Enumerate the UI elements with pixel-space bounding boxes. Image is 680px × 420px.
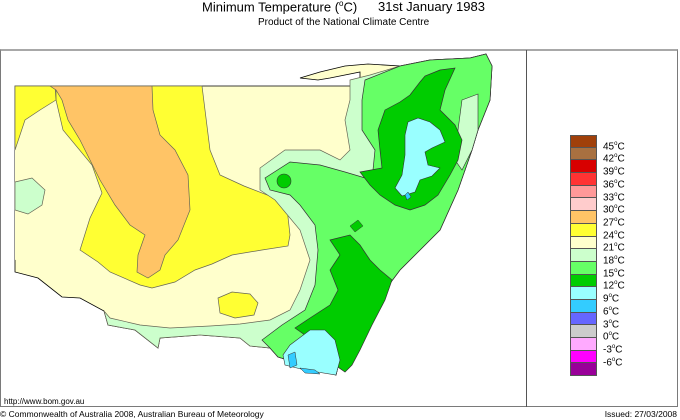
legend-swatch bbox=[570, 299, 597, 313]
legend-swatches bbox=[570, 135, 597, 377]
legend-swatch bbox=[570, 236, 597, 250]
map-subtitle: Product of the National Climate Centre bbox=[258, 17, 430, 28]
legend-label: 9oC bbox=[603, 293, 620, 305]
legend-label: 42oC bbox=[603, 153, 625, 165]
legend-swatch bbox=[570, 338, 597, 351]
issued-date: Issued: 27/03/2008 bbox=[604, 409, 677, 419]
legend-label: 33oC bbox=[603, 191, 625, 203]
legend-label: 12oC bbox=[603, 280, 625, 292]
legend-label: 30oC bbox=[603, 204, 625, 216]
legend-label: 6oC bbox=[603, 305, 620, 318]
legend-swatch bbox=[570, 147, 597, 161]
legend-swatch bbox=[570, 287, 597, 300]
legend-label: -6oC bbox=[603, 356, 623, 368]
legend-swatch bbox=[570, 223, 597, 237]
legend-label: 45oC bbox=[603, 140, 625, 153]
legend-swatch bbox=[570, 198, 597, 212]
legend-swatch bbox=[570, 185, 597, 199]
legend-swatch bbox=[570, 211, 597, 224]
legend-label: 0oC bbox=[603, 331, 620, 343]
legend-swatch bbox=[570, 274, 597, 288]
legend-label: 3oC bbox=[603, 318, 620, 330]
legend-swatch bbox=[570, 135, 597, 148]
map-title: Minimum Temperature (oC) 31st January 19… bbox=[0, 0, 680, 14]
source-url[interactable]: http://www.bom.gov.au bbox=[4, 397, 85, 406]
title-text: Minimum Temperature (oC) bbox=[202, 0, 358, 15]
legend-label: 39oC bbox=[603, 166, 625, 178]
map-frame bbox=[0, 49, 678, 407]
temperature-map bbox=[14, 53, 493, 376]
legend-swatch bbox=[570, 350, 597, 364]
legend-swatch bbox=[570, 325, 597, 338]
legend-swatch bbox=[570, 160, 597, 174]
legend-label: 27oC bbox=[603, 216, 625, 229]
legend-label: 24oC bbox=[603, 229, 625, 241]
legend-label: 36oC bbox=[603, 178, 625, 191]
legend-label: 21oC bbox=[603, 242, 625, 254]
legend-label: 15oC bbox=[603, 267, 625, 280]
legend-swatch bbox=[570, 363, 597, 377]
map-date: 31st January 1983 bbox=[378, 0, 485, 14]
legend-swatch bbox=[570, 173, 597, 186]
legend-label: -3oC bbox=[603, 343, 623, 356]
temperature-legend: 45oC 42oC 39oC 36oC 33oC 30oC 27oC 24oC 21oC 18oC… bbox=[570, 135, 625, 377]
copyright-notice: © Commonwealth of Australia 2008, Austra… bbox=[0, 409, 264, 419]
legend-divider bbox=[526, 50, 527, 407]
legend-swatch bbox=[570, 312, 597, 326]
legend-swatch bbox=[570, 261, 597, 275]
legend-label: 18oC bbox=[603, 255, 625, 267]
legend-swatch bbox=[570, 249, 597, 262]
